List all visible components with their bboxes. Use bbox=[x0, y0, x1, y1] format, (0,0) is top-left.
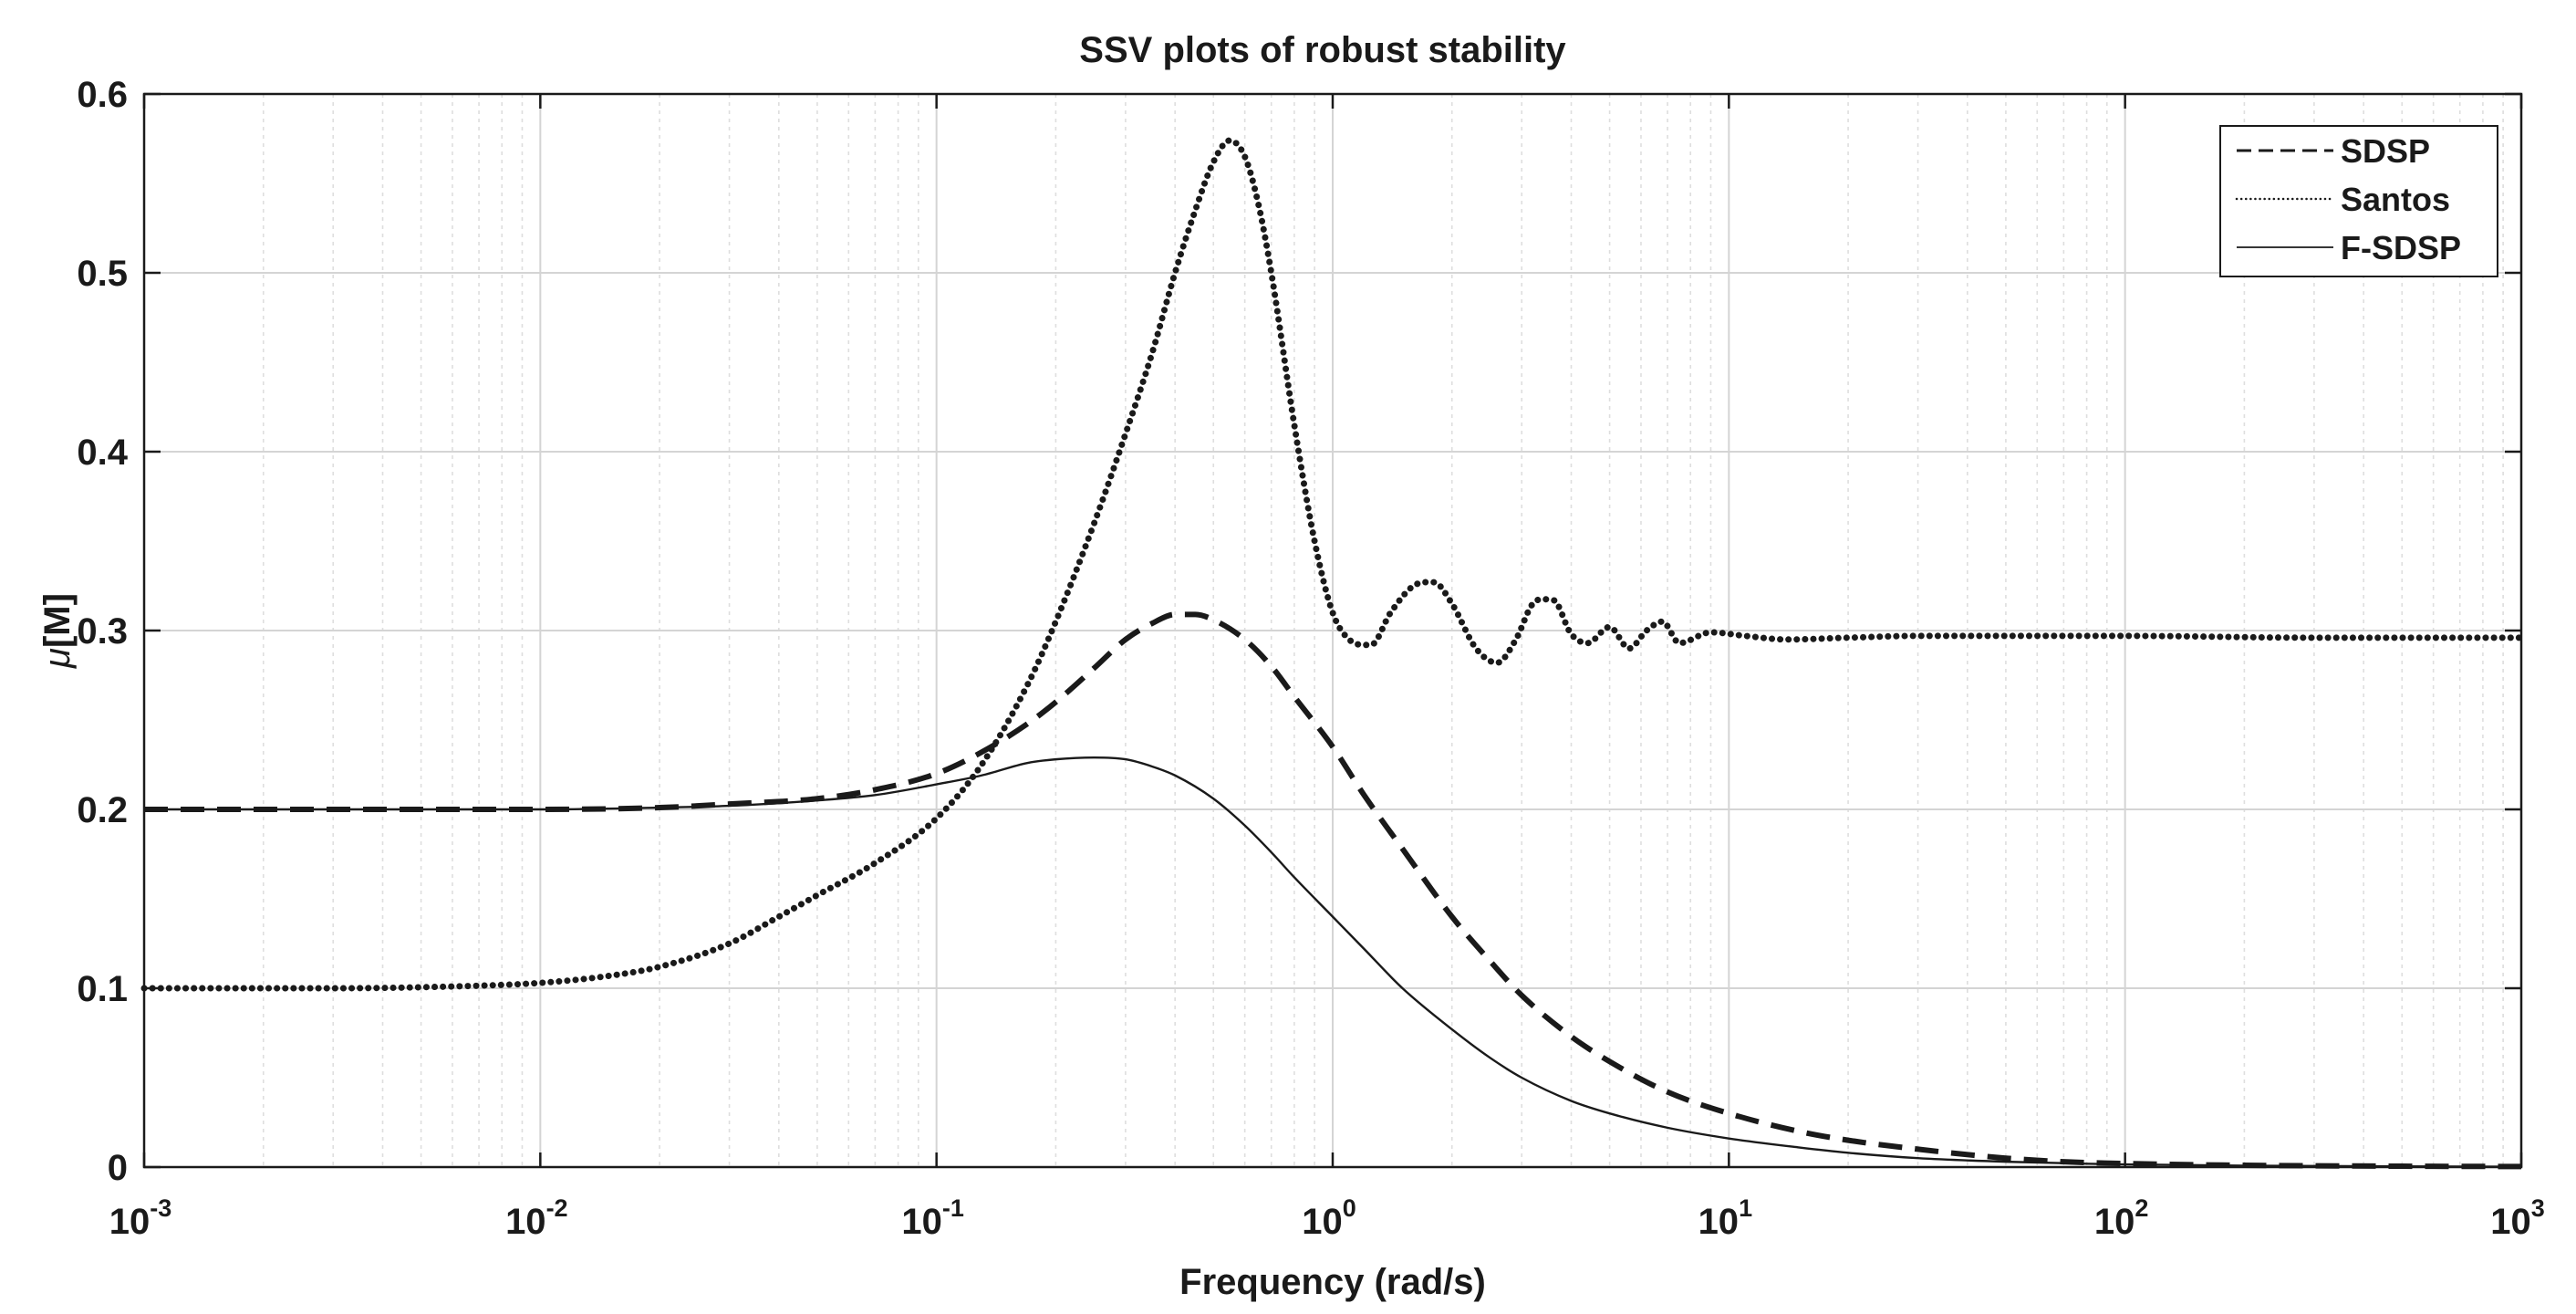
x-tick-label-base: 10 bbox=[2094, 1202, 2135, 1242]
x-tick-label-base: 10 bbox=[1302, 1202, 1343, 1242]
y-tick-label: 0.2 bbox=[77, 790, 128, 830]
y-tick-label: 0.1 bbox=[77, 969, 128, 1009]
y-tick-label: 0.6 bbox=[77, 75, 128, 115]
x-tick-label-exponent: 3 bbox=[2531, 1194, 2545, 1222]
x-tick-label-exponent: -1 bbox=[942, 1194, 964, 1222]
x-tick-label: 10-2 bbox=[505, 1194, 568, 1242]
x-tick-label-base: 10 bbox=[505, 1202, 546, 1242]
x-tick-label-exponent: 0 bbox=[1343, 1194, 1356, 1222]
x-tick-label: 10-1 bbox=[901, 1194, 964, 1242]
x-tick-label-exponent: -2 bbox=[546, 1194, 568, 1222]
x-tick-label: 10-3 bbox=[109, 1194, 172, 1242]
series-layer bbox=[140, 137, 2525, 1170]
x-tick-label-exponent: 2 bbox=[2135, 1194, 2148, 1222]
x-tick-label-base: 10 bbox=[109, 1202, 151, 1242]
x-tick-label: 102 bbox=[2094, 1194, 2149, 1242]
chart-title: SSV plots of robust stability bbox=[1079, 30, 1566, 70]
legend-label: Santos bbox=[2341, 181, 2450, 218]
y-tick-labels: 0 0.1 0.2 0.3 0.4 0.5 0.6 bbox=[77, 75, 128, 1188]
x-tick-label-base: 10 bbox=[2490, 1202, 2531, 1242]
x-tick-label-base: 10 bbox=[901, 1202, 942, 1242]
y-tick-label: 0.5 bbox=[77, 254, 128, 294]
legend: SDSP Santos F-SDSP bbox=[2219, 125, 2498, 277]
y-axis-label: μ[M] bbox=[37, 593, 78, 669]
y-tick-label: 0.4 bbox=[77, 433, 128, 473]
series-line-f-sdsp bbox=[143, 756, 2522, 1168]
x-tick-labels: 10-3 10-2 10-1 100 101 102 103 bbox=[109, 1194, 2545, 1242]
y-tick-label: 0 bbox=[108, 1148, 128, 1188]
x-tick-label-base: 10 bbox=[1698, 1202, 1740, 1242]
x-axis-label: Frequency (rad/s) bbox=[1179, 1262, 1486, 1302]
legend-label: SDSP bbox=[2341, 132, 2430, 170]
x-tick-label-exponent: 1 bbox=[1739, 1194, 1752, 1222]
x-tick-label: 101 bbox=[1698, 1194, 1753, 1242]
legend-label: F-SDSP bbox=[2341, 229, 2461, 266]
y-axis-label-symbol: μ bbox=[37, 648, 78, 669]
x-tick-label-exponent: -3 bbox=[150, 1194, 171, 1222]
series-line-sdsp bbox=[143, 611, 2522, 1170]
series-line-santos bbox=[140, 137, 2525, 992]
axis-ticks bbox=[142, 92, 2523, 1169]
y-tick-label: 0.3 bbox=[77, 611, 128, 652]
y-axis-label-text: [M] bbox=[37, 593, 78, 648]
x-tick-label: 103 bbox=[2490, 1194, 2545, 1242]
x-tick-label: 100 bbox=[1302, 1194, 1356, 1242]
